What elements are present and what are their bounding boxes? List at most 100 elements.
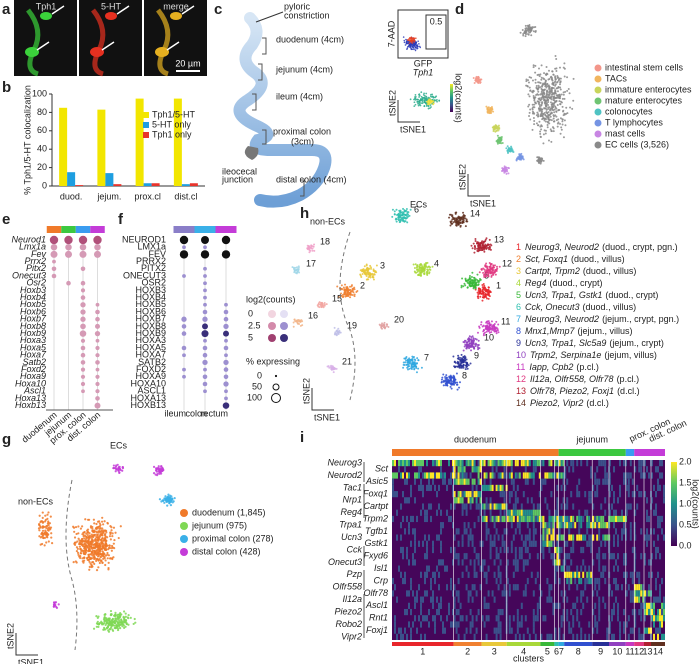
heat-cell: [472, 491, 474, 497]
legend-dot: [595, 120, 602, 127]
dot: [180, 250, 188, 258]
cell-dot: [535, 79, 537, 81]
heat-cell: [513, 584, 515, 590]
cluster-label: 9: [474, 350, 479, 360]
y-tick-label: 40: [37, 144, 47, 154]
cell-dot: [42, 517, 44, 519]
heat-cell: [527, 460, 529, 466]
cell-dot: [534, 26, 536, 28]
heat-cell: [588, 497, 590, 503]
cell-dot: [80, 552, 82, 554]
cell-dot: [406, 43, 408, 45]
heat-cell: [466, 584, 468, 590]
cell-dot: [553, 120, 555, 122]
heat-cell: [494, 534, 496, 540]
bar: [113, 184, 121, 186]
cell-dot: [122, 467, 124, 469]
cell-dot: [392, 209, 394, 211]
cell-dot: [101, 541, 103, 543]
cell-dot: [336, 368, 338, 370]
cell-dot: [569, 92, 571, 94]
cell-dot: [404, 364, 406, 366]
heat-cell: [440, 547, 442, 553]
heat-cell: [525, 615, 527, 621]
cell-dot: [318, 306, 320, 308]
heat-cell: [412, 621, 414, 627]
cell-dot: [564, 98, 566, 100]
legend-label: Tph1/5-HT: [152, 109, 196, 119]
heat-cell: [578, 491, 580, 497]
cell-dot: [541, 91, 543, 93]
cell-dot: [539, 126, 541, 128]
cell-dot: [538, 85, 540, 87]
cell-dot: [533, 99, 535, 101]
heat-cell: [488, 460, 490, 466]
heat-cell: [438, 503, 440, 509]
legend-label: distal colon (428): [192, 546, 261, 556]
heat-cell: [576, 516, 578, 522]
cell-dot: [473, 348, 475, 350]
heat-cell: [468, 590, 470, 596]
cell-dot: [101, 538, 103, 540]
cell-dot: [552, 82, 554, 84]
cell-dot: [99, 522, 101, 524]
cell-dot: [475, 345, 477, 347]
label: 0: [248, 308, 253, 318]
cell-dot: [73, 543, 75, 545]
heat-cell: [462, 472, 464, 478]
cell-dot: [410, 49, 412, 51]
legend-num: 9: [516, 338, 521, 348]
cell-dot: [414, 272, 416, 274]
cell-dot: [414, 48, 416, 50]
heat-cell: [468, 522, 470, 528]
heat-cell: [484, 510, 486, 516]
cell-dot: [170, 504, 172, 506]
cell-dot: [416, 266, 418, 268]
cell-dot: [568, 88, 570, 90]
heat-cell: [428, 472, 430, 478]
heat-cell: [434, 460, 436, 466]
cell-dot: [491, 269, 493, 271]
cell-dot: [91, 565, 93, 567]
cell-dot: [406, 215, 408, 217]
cell-dot: [352, 294, 354, 296]
cell-dot: [496, 140, 498, 142]
heat-cell: [432, 479, 434, 485]
cell-dot: [426, 274, 428, 276]
cell-dot: [308, 251, 310, 253]
heat-cell: [533, 466, 535, 472]
heat-cell: [542, 460, 544, 466]
heat-cell: [426, 516, 428, 522]
cell-dot: [80, 527, 82, 529]
heat-cell: [492, 466, 494, 472]
legend-genes: Mnx1,Mmp7: [525, 326, 576, 336]
heat-cell: [490, 553, 492, 559]
cell-dot: [333, 368, 335, 370]
heat-cell: [456, 609, 458, 615]
legend-dot: [595, 98, 602, 105]
heat-cell: [556, 522, 558, 528]
heat-cell: [556, 541, 558, 547]
heat-cell: [544, 472, 546, 478]
cell-dot: [300, 319, 302, 321]
cell-dot: [127, 616, 129, 618]
heat-cell: [434, 578, 436, 584]
heat-cell: [450, 472, 452, 478]
cell-dot: [483, 247, 485, 249]
dot: [95, 353, 99, 357]
cell-dot: [550, 97, 552, 99]
heat-cell: [468, 541, 470, 547]
cell-dot: [362, 273, 364, 275]
cell-dot: [77, 554, 79, 556]
heat-cell: [490, 460, 492, 466]
heat-cell: [535, 541, 537, 547]
heat-cell: [566, 522, 568, 528]
heat-cell: [478, 503, 480, 509]
dot: [224, 389, 228, 393]
heat-cell: [458, 541, 460, 547]
dot: [223, 381, 228, 386]
heat-cell: [537, 609, 539, 615]
legend-label: duodenum (1,845): [192, 507, 266, 517]
cell-dot: [483, 285, 485, 287]
panel-letter: c: [214, 1, 222, 18]
